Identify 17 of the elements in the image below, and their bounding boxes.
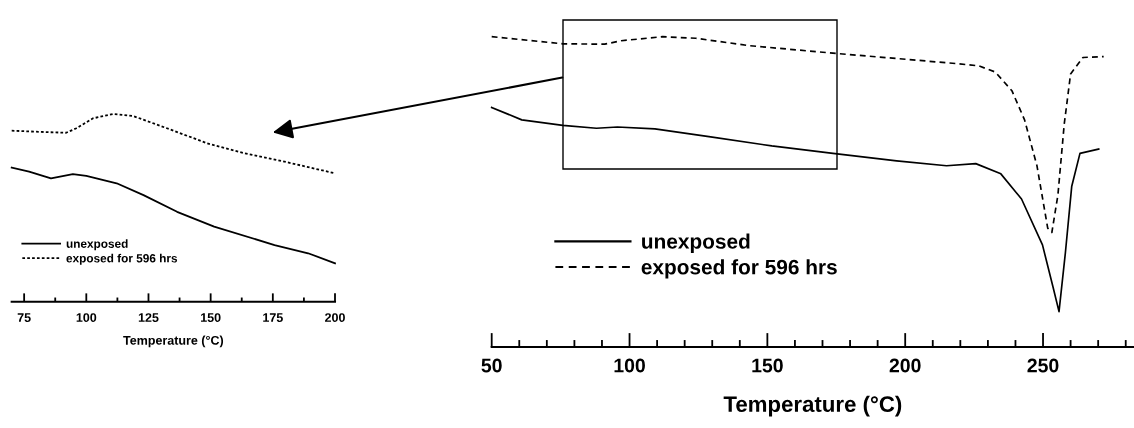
legend-label: unexposed (66, 239, 128, 251)
x-tick-label: 200 (325, 313, 345, 322)
x-tick-label: 150 (201, 313, 221, 322)
x-tick-label: 175 (263, 313, 283, 322)
x-tick-label: 250 (1027, 358, 1059, 373)
x-axis-title: Temperature (°C) (123, 335, 224, 348)
x-tick-label: 100 (614, 358, 645, 373)
legend-label: exposed for 596 hrs (641, 259, 837, 279)
x-tick-label: 75 (17, 313, 31, 322)
x-tick-label: 125 (138, 313, 159, 322)
x-tick-label: 50 (481, 358, 502, 373)
x-tick-label: 100 (76, 313, 97, 322)
legend-label: exposed for 596 hrs (66, 253, 178, 265)
x-tick-label: 200 (889, 358, 921, 373)
x-tick-label: 150 (752, 358, 783, 373)
x-axis-title: Temperature (°C) (723, 395, 902, 417)
legend-label: unexposed (642, 233, 750, 253)
